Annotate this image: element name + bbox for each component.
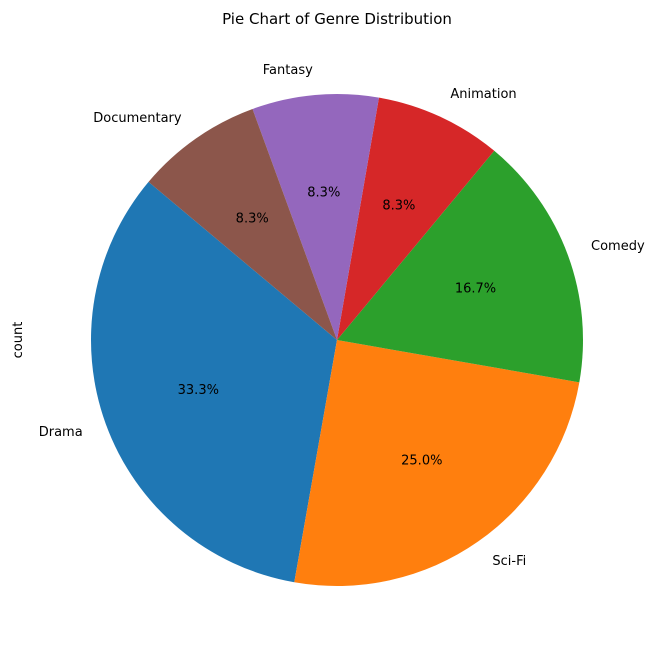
percent-label-fantasy: 8.3% <box>307 186 340 201</box>
category-label-documentary: Documentary <box>93 111 182 126</box>
category-label-fantasy: Fantasy <box>263 63 313 78</box>
percent-label-animation: 8.3% <box>382 199 415 214</box>
pie-slice-animation <box>337 97 495 340</box>
percent-label-sci-fi: 25.0% <box>401 453 442 468</box>
pie-slice-comedy <box>337 150 584 383</box>
category-label-comedy: Comedy <box>591 239 645 254</box>
percent-label-drama: 33.3% <box>178 383 219 398</box>
category-label-drama: Drama <box>39 425 83 440</box>
chart-title: Pie Chart of Genre Distribution <box>222 10 452 28</box>
pie-slices <box>90 93 584 586</box>
category-label-animation: Animation <box>450 87 516 102</box>
category-label-sci-fi: Sci-Fi <box>492 554 526 569</box>
y-axis-label: count <box>11 322 26 359</box>
pie-slice-fantasy <box>252 93 379 341</box>
percent-label-comedy: 16.7% <box>455 282 496 297</box>
pie-slice-sci-fi <box>294 340 580 586</box>
pie-slice-documentary <box>148 108 337 340</box>
pie-slice-drama <box>90 181 337 583</box>
percent-label-documentary: 8.3% <box>236 212 269 227</box>
pie-labels: Drama 33.3% Sci-Fi 25.0% Comedy 16.7% Animatio… <box>39 63 645 569</box>
